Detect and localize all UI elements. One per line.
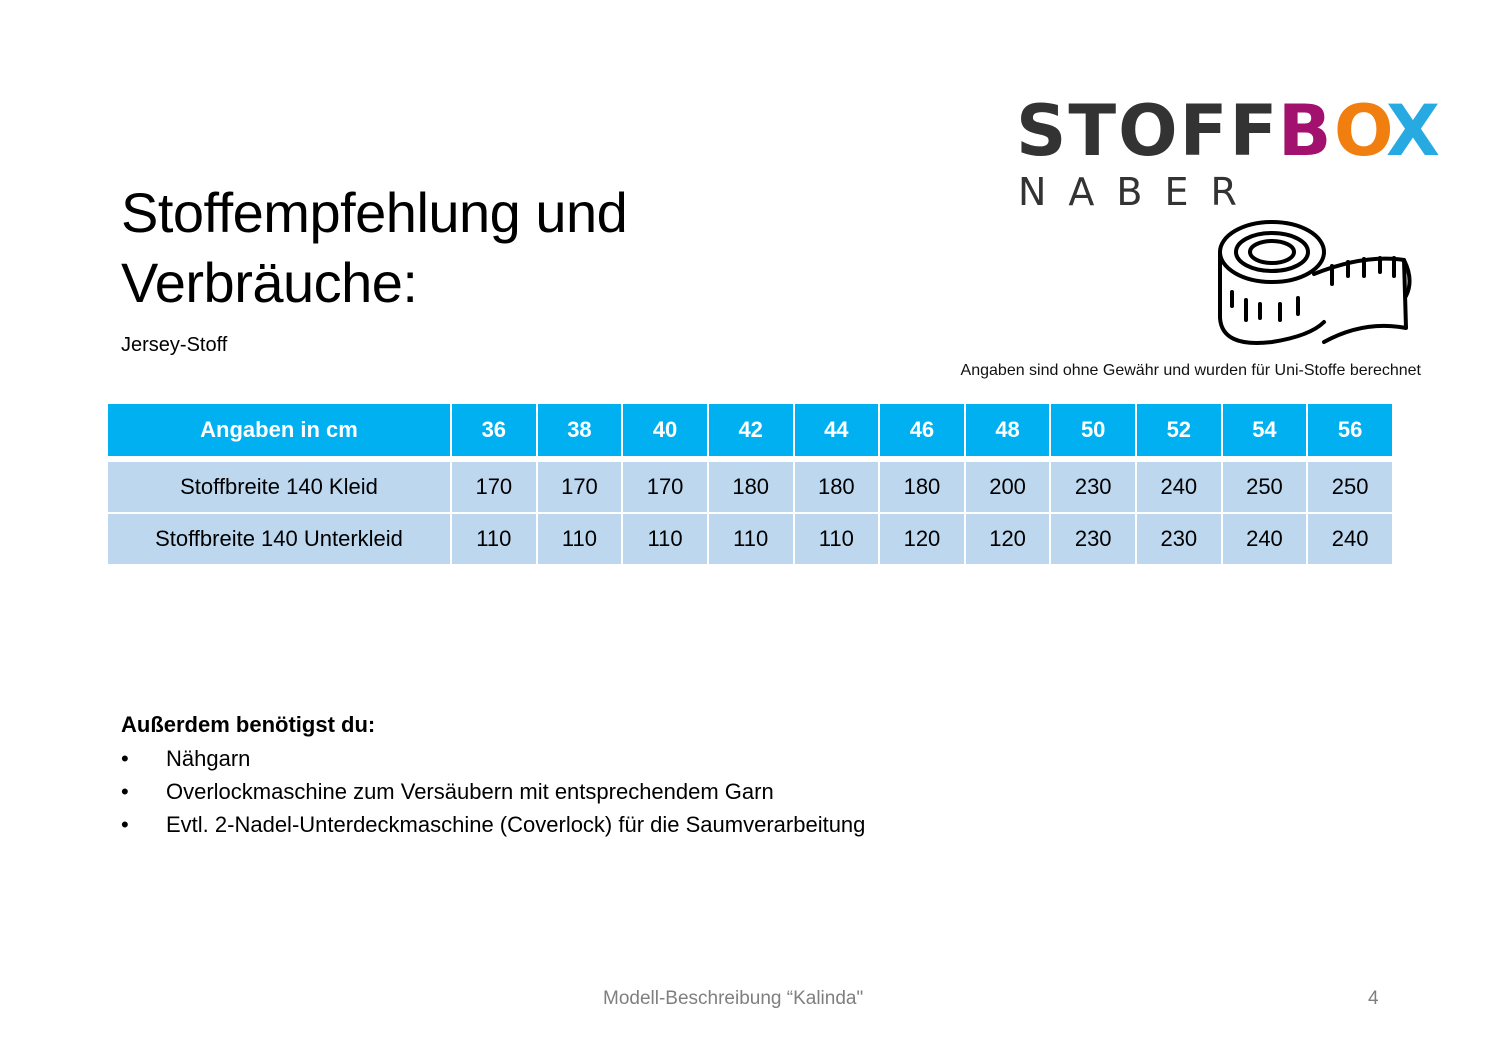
additional-materials: Außerdem benötigst du: Nähgarn Overlockm… — [121, 712, 865, 841]
table-row-label: Stoffbreite 140 Unterkleid — [108, 514, 450, 564]
table-cell: 240 — [1222, 514, 1307, 564]
page-title: Stoffempfehlung und Verbräuche: — [121, 178, 628, 318]
table-cell: 230 — [1051, 514, 1135, 564]
table-cell: 240 — [1308, 514, 1392, 564]
table-cell: 120 — [880, 514, 964, 564]
table-header-cell: 48 — [965, 404, 1050, 456]
table-cell: 170 — [537, 462, 622, 512]
table-row: Stoffbreite 140 Kleid 170 170 170 180 18… — [108, 462, 1392, 512]
logo-text-naber: NABER — [1018, 170, 1259, 214]
additional-materials-heading: Außerdem benötigst du: — [121, 712, 376, 737]
table-header-row: Angaben in cm 36 38 40 42 44 46 48 50 52… — [108, 404, 1392, 456]
measuring-tape-icon — [1218, 220, 1412, 345]
table-cell: 250 — [1222, 462, 1307, 512]
table-cell: 230 — [1137, 514, 1221, 564]
footer-document-title: Modell-Beschreibung “Kalinda" — [603, 988, 864, 1009]
table-header-cell: 40 — [623, 404, 707, 456]
table-header-cell: 44 — [794, 404, 879, 456]
table-cell: 240 — [1137, 462, 1221, 512]
logo-text-b: B — [1278, 90, 1334, 172]
list-item: Evtl. 2-Nadel-Unterdeckmaschine (Coverlo… — [121, 808, 865, 841]
disclaimer-note: Angaben sind ohne Gewähr und wurden für … — [960, 362, 1421, 379]
table-header-cell: 36 — [452, 404, 536, 456]
fabric-type-label: Jersey-Stoff — [121, 334, 228, 356]
table-cell: 180 — [794, 462, 879, 512]
table-header-cell: 52 — [1137, 404, 1221, 456]
table-cell: 200 — [965, 462, 1050, 512]
logo-text-stoff: STOFF — [1016, 90, 1280, 172]
page-title-line-1: Stoffempfehlung und — [121, 181, 628, 244]
table-header-cell: 38 — [537, 404, 622, 456]
logo-text-x: X — [1386, 90, 1442, 172]
table-cell: 110 — [708, 514, 793, 564]
materials-list: Nähgarn Overlockmaschine zum Versäubern … — [121, 742, 865, 841]
table-header-cell: 42 — [708, 404, 793, 456]
table-header-cell: 50 — [1051, 404, 1135, 456]
table-cell: 230 — [1051, 462, 1135, 512]
logo-text-o: O — [1334, 90, 1396, 172]
table-header-cell: 54 — [1222, 404, 1307, 456]
table-cell: 110 — [794, 514, 879, 564]
table-row-label: Stoffbreite 140 Kleid — [108, 462, 450, 512]
table-cell: 110 — [537, 514, 622, 564]
table-cell: 110 — [623, 514, 707, 564]
table-cell: 120 — [965, 514, 1050, 564]
table-cell: 180 — [880, 462, 964, 512]
fabric-usage-table: Angaben in cm 36 38 40 42 44 46 48 50 52… — [108, 402, 1394, 566]
page-title-line-2: Verbräuche: — [121, 251, 418, 314]
table-row: Stoffbreite 140 Unterkleid 110 110 110 1… — [108, 514, 1392, 564]
page-number: 4 — [1368, 988, 1379, 1009]
table-cell: 110 — [452, 514, 536, 564]
table-header-cell: 46 — [880, 404, 964, 456]
stoffbox-naber-logo: STOFF B O X NABER — [1016, 90, 1440, 216]
list-item: Overlockmaschine zum Versäubern mit ents… — [121, 775, 865, 808]
table-cell: 170 — [623, 462, 707, 512]
table-header-cell: 56 — [1308, 404, 1392, 456]
table-cell: 180 — [708, 462, 793, 512]
table-cell: 170 — [452, 462, 536, 512]
list-item: Nähgarn — [121, 742, 865, 775]
table-cell: 250 — [1308, 462, 1392, 512]
table-header-cell: Angaben in cm — [108, 404, 450, 456]
